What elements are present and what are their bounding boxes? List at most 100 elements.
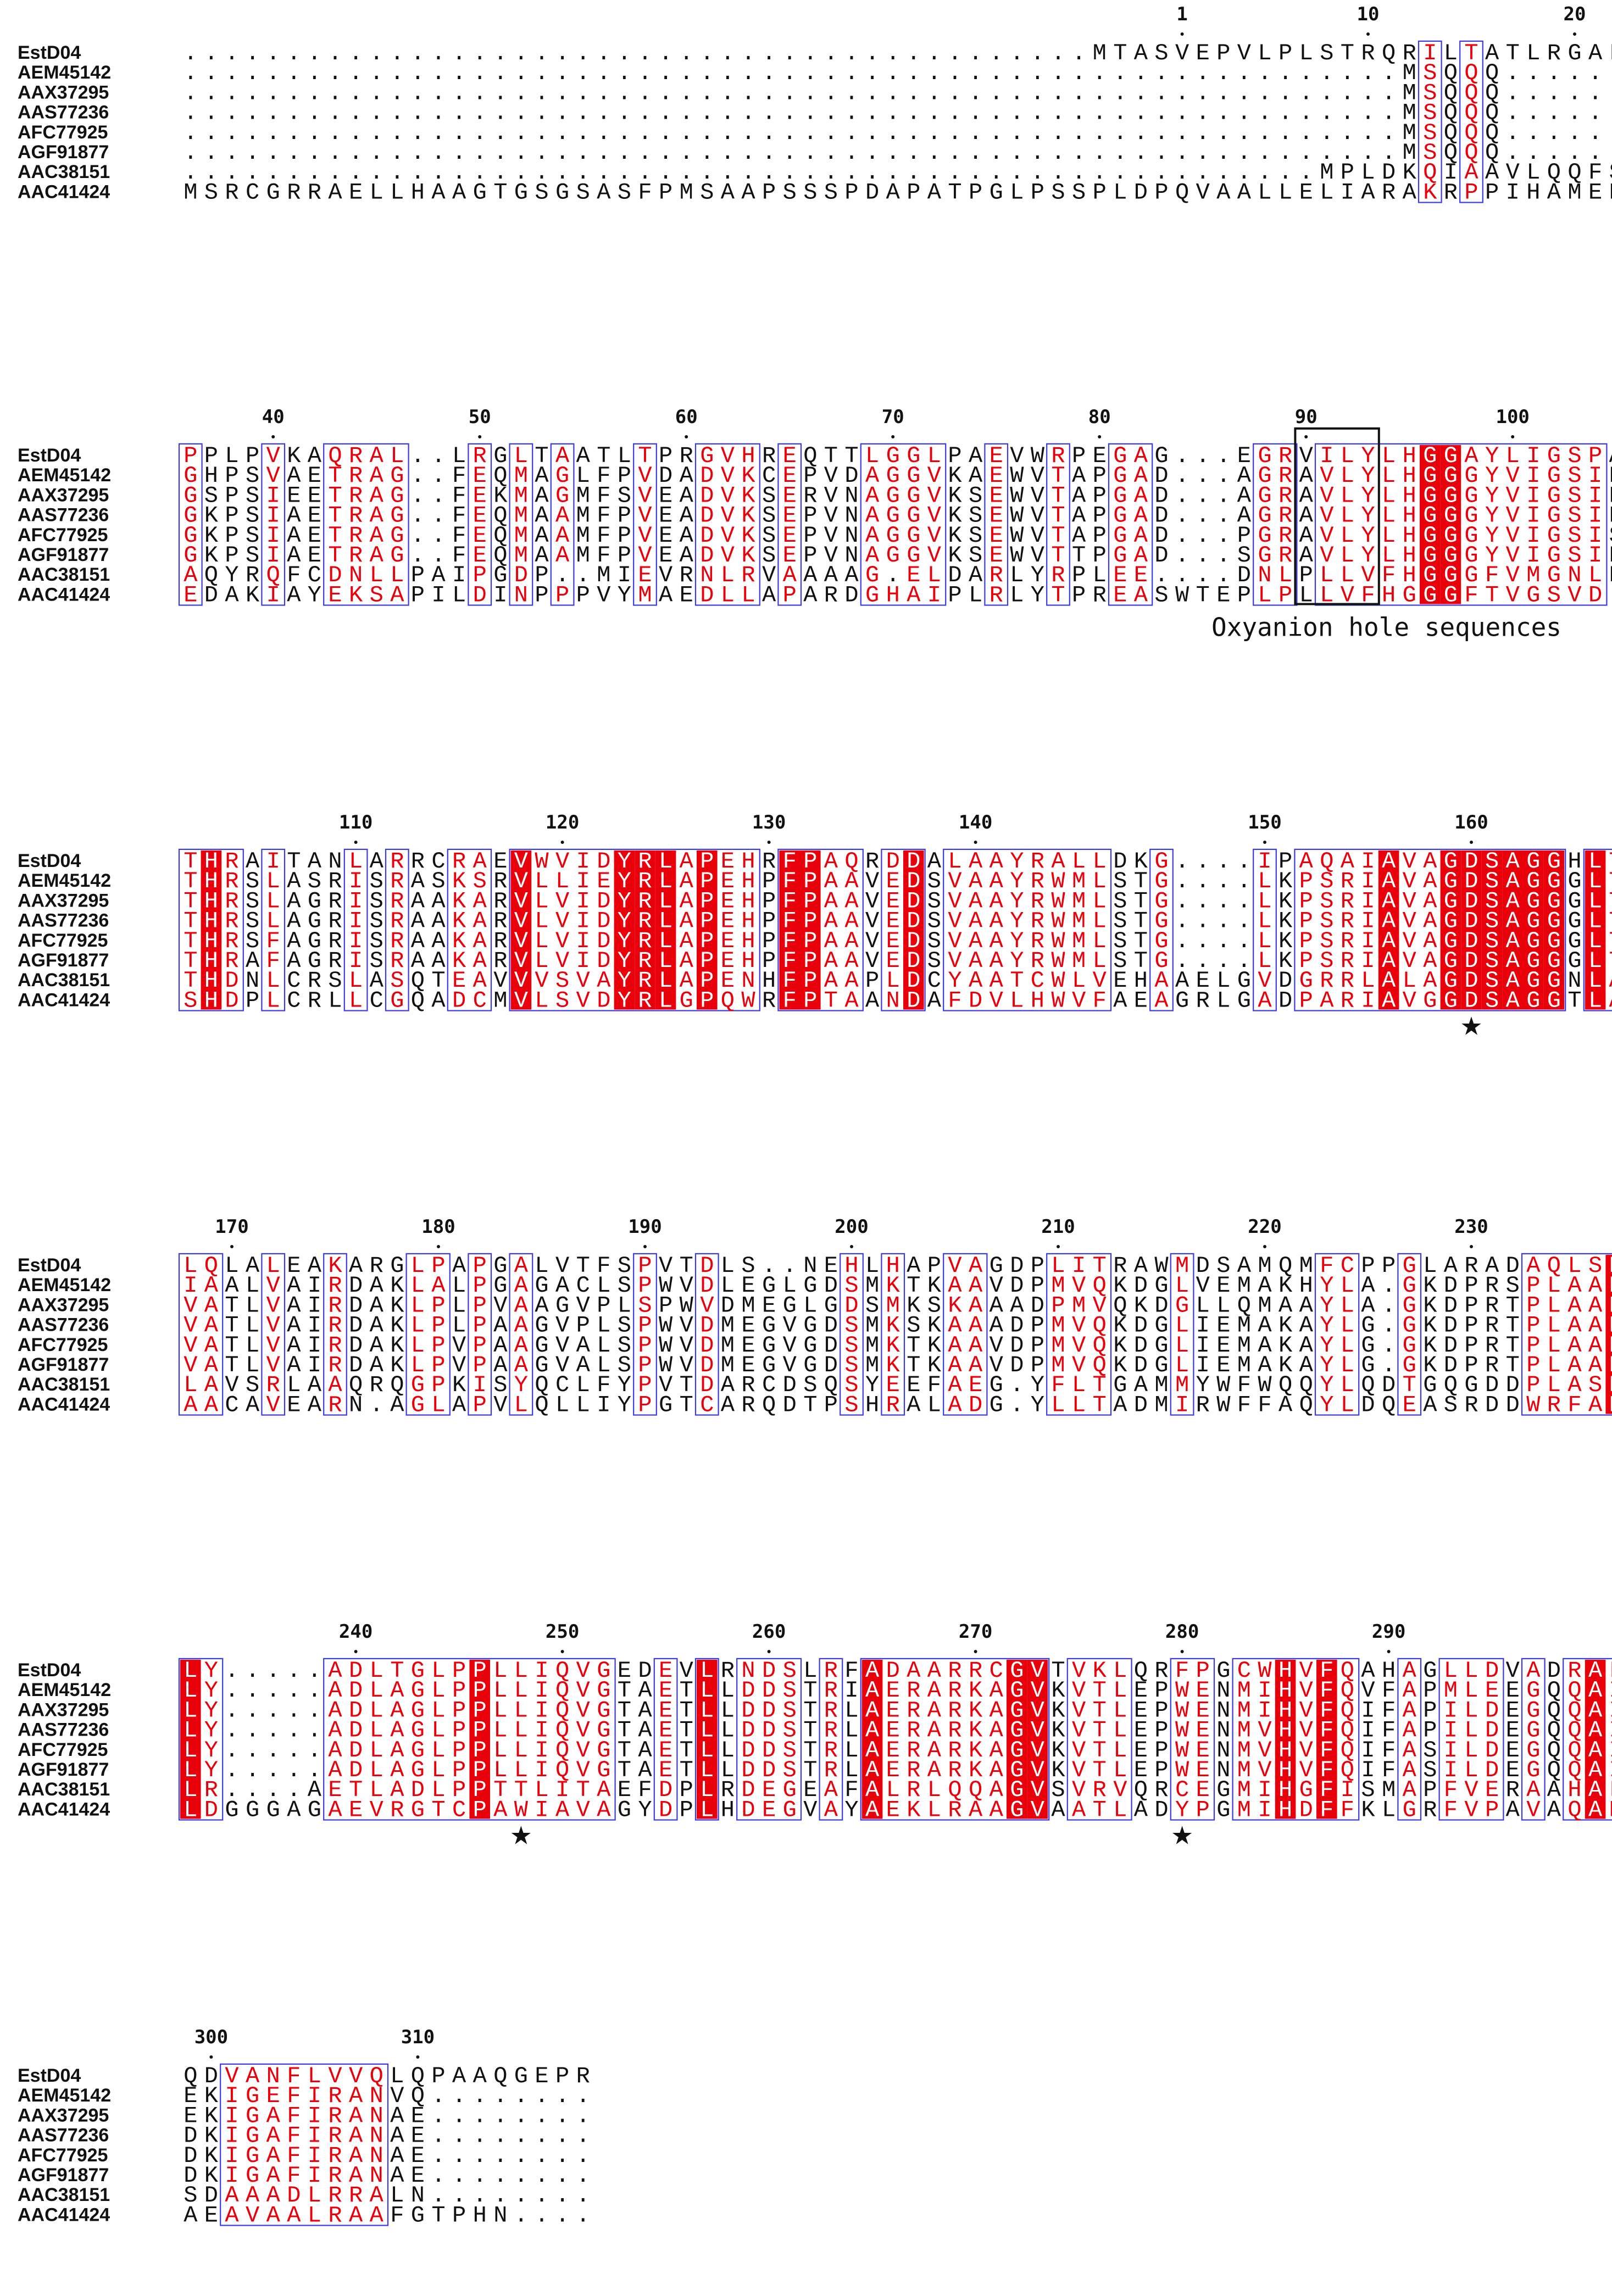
residue: .	[431, 40, 445, 66]
residue: D	[1588, 582, 1602, 608]
residue: Q	[1382, 1392, 1396, 1418]
sequence-name: EstD04	[18, 445, 81, 466]
residue: R	[824, 582, 838, 608]
residue: .	[1609, 60, 1612, 86]
residue: D	[659, 1797, 672, 1823]
residue: .	[390, 40, 404, 66]
residue: A	[1506, 987, 1520, 1014]
residue: F	[1444, 1797, 1458, 1823]
residue: Q	[721, 987, 735, 1014]
residue: .	[1031, 40, 1044, 66]
residue: .	[1196, 60, 1210, 86]
residue: L	[514, 1392, 528, 1418]
residue: A	[1134, 1797, 1148, 1823]
residue: .	[204, 40, 218, 66]
residue: A	[948, 1392, 962, 1418]
residue: .	[721, 60, 735, 86]
residue: F	[1567, 1392, 1581, 1418]
residue: .	[1237, 60, 1251, 86]
residue: A	[1382, 987, 1396, 1014]
residue: .	[1010, 60, 1024, 86]
residue: S	[824, 179, 838, 205]
sequence-name: AEM45142	[18, 62, 111, 83]
ruler-dot	[1098, 435, 1102, 438]
residue: P	[555, 582, 569, 608]
residue: H	[1609, 1797, 1612, 1823]
residue: E	[287, 1392, 301, 1418]
residue: L	[1258, 582, 1271, 608]
residue: A	[349, 2202, 363, 2228]
residue: I	[1506, 179, 1520, 205]
residue: T	[1464, 40, 1478, 66]
residue: Q	[535, 1392, 548, 1418]
residue: A	[287, 582, 301, 608]
residue: .	[618, 40, 631, 66]
sequence-name: AAX37295	[18, 1294, 109, 1315]
residue: P	[680, 1797, 693, 1823]
residue: A	[493, 1797, 508, 1823]
residue: A	[844, 987, 859, 1014]
residue: I	[266, 582, 280, 608]
residue: A	[597, 179, 611, 205]
residue: .	[907, 60, 920, 86]
residue: .	[266, 80, 280, 106]
residue: C	[452, 1797, 466, 1823]
residue: L	[1010, 582, 1024, 608]
residue: H	[411, 179, 425, 205]
residue: .	[514, 2202, 528, 2228]
residue: P	[1154, 179, 1168, 205]
residue: F	[1258, 1392, 1271, 1418]
residue: H	[865, 1392, 879, 1418]
ruler-dot	[1180, 1650, 1184, 1653]
residue: A	[1237, 179, 1252, 205]
residue: Y	[1320, 1392, 1333, 1418]
residue: C	[287, 987, 301, 1014]
residue: P	[1031, 179, 1044, 205]
ruler-number: 280	[1165, 1621, 1199, 1643]
residue: D	[1506, 1392, 1520, 1418]
residue: P	[1279, 40, 1292, 66]
residue: A	[1506, 1797, 1520, 1823]
residue: M	[1093, 40, 1107, 66]
residue: P	[969, 179, 982, 205]
residue: R	[328, 1392, 342, 1418]
residue: .	[948, 60, 961, 86]
residue: .	[969, 60, 982, 86]
residue: A	[865, 987, 880, 1014]
ruler-dot	[1511, 435, 1515, 438]
residue: .	[1154, 60, 1168, 86]
residue: E	[1113, 582, 1127, 608]
residue: L	[1444, 40, 1458, 66]
ruler-number: 130	[752, 811, 786, 833]
residue: F	[1341, 1797, 1354, 1823]
ruler-dot	[209, 2055, 213, 2059]
residue: A	[1361, 179, 1375, 205]
residue: D	[1134, 1392, 1148, 1418]
residue: F	[1237, 1392, 1251, 1418]
ruler-number: 190	[628, 1216, 662, 1238]
ruler-number: 230	[1454, 1216, 1488, 1238]
residue: S	[535, 179, 548, 205]
sequence-name: AFC77925	[18, 525, 108, 546]
residue: R	[308, 987, 321, 1014]
residue: D	[1361, 1392, 1375, 1418]
residue: .	[452, 40, 466, 66]
residue: .	[473, 60, 487, 86]
residue: I	[431, 582, 445, 608]
residue: A	[287, 1797, 301, 1823]
sequence-name: AAX37295	[18, 485, 109, 505]
residue: R	[1423, 1797, 1437, 1823]
residue: P	[1237, 582, 1251, 608]
residue: A	[907, 582, 921, 608]
ruler-dot	[1387, 1650, 1391, 1653]
residue: S	[700, 179, 714, 205]
residue: .	[225, 80, 238, 106]
residue: F	[638, 179, 652, 205]
residue: L	[1588, 987, 1602, 1014]
sequence-name: AAS77236	[18, 505, 109, 526]
residue: K	[907, 1797, 921, 1823]
residue: M	[1567, 179, 1581, 205]
residue: D	[741, 1797, 755, 1823]
residue: F	[783, 987, 797, 1014]
